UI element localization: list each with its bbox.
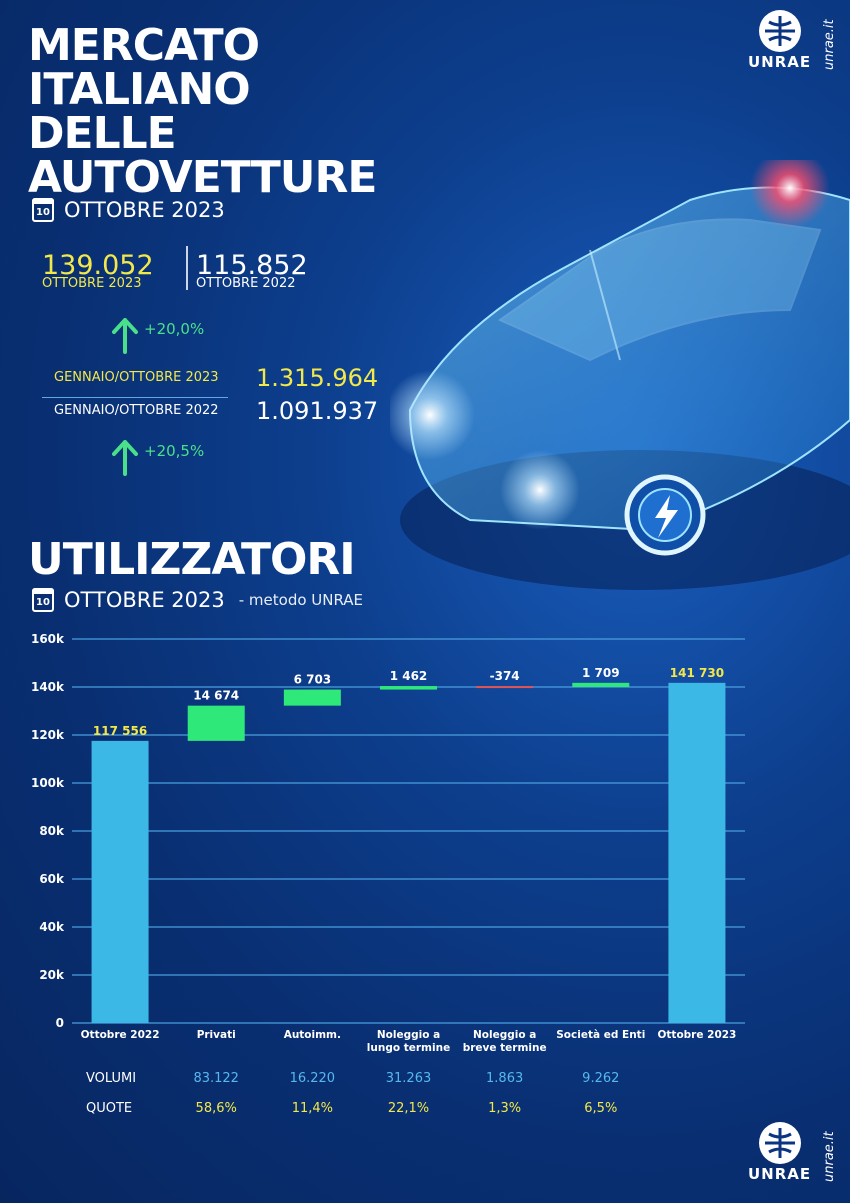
section-period-label: OTTOBRE 2023: [64, 588, 225, 612]
unrae-logo: UNRAE: [748, 10, 811, 71]
x-tick-label: Ottobre 2023: [657, 1029, 736, 1041]
section-period-row: 10 OTTOBRE 2023 - metodo UNRAE: [32, 588, 363, 612]
arrow-up-icon: [112, 318, 138, 354]
share-cell: 22,1%: [387, 1101, 430, 1116]
monthly-change: +20,0%: [144, 320, 205, 338]
unrae-logo: UNRAE: [748, 1122, 811, 1183]
waterfall-chart: 0 20k 40k 60k 80k 100k 120k 140k 160k 117 556 Otto…: [31, 632, 745, 1054]
total-bar: [91, 740, 149, 1023]
title-line: AUTOVETTURE: [28, 152, 377, 203]
title-line: DELLE: [28, 108, 177, 159]
ytd-previous-value: 1.091.937: [256, 397, 379, 425]
divider: [186, 246, 188, 290]
x-tick-label: Ottobre 2022: [81, 1029, 160, 1041]
previous-month-label: OTTOBRE 2022: [196, 276, 296, 291]
y-tick-label: 40k: [39, 920, 65, 934]
y-tick-label: 20k: [39, 968, 65, 982]
logo-text: UNRAE: [748, 53, 812, 71]
arrow-up-icon: [112, 440, 138, 476]
globe-icon: [758, 10, 801, 52]
x-tick-label: Autoimm.: [284, 1029, 341, 1041]
x-tick-label: Società ed Enti: [556, 1029, 645, 1041]
y-tick-label: 80k: [39, 824, 65, 838]
data-label: -374: [490, 669, 520, 683]
data-label: 1 462: [390, 669, 428, 683]
current-month-label: OTTOBRE 2023: [42, 276, 142, 291]
x-tick-label: breve termine: [463, 1042, 547, 1054]
ytd-previous-label: GENNAIO/OTTOBRE 2022: [54, 403, 219, 418]
logo-text: UNRAE: [748, 1165, 812, 1183]
page-title: MERCATO ITALIANO DELLE AUTOVETTURE: [28, 24, 458, 200]
y-tick-label: 100k: [31, 776, 65, 790]
y-tick-label: 160k: [31, 632, 65, 646]
share-cell: 6,5%: [584, 1101, 618, 1116]
share-cell: 58,6%: [195, 1101, 237, 1116]
delta-bar: [572, 682, 630, 687]
y-tick-label: 0: [56, 1016, 64, 1030]
title-line: MERCATO: [28, 20, 260, 71]
site-url: unrae.it: [822, 1131, 837, 1182]
globe-icon: [758, 1122, 801, 1164]
volume-cell: 83.122: [193, 1071, 239, 1086]
site-url: unrae.it: [822, 19, 837, 70]
delta-bar: [476, 686, 534, 689]
ytd-change: +20,5%: [144, 442, 205, 460]
title-line: ITALIANO: [28, 64, 251, 115]
method-note: - metodo UNRAE: [238, 591, 364, 609]
ytd-current-label: GENNAIO/OTTOBRE 2023: [54, 370, 219, 385]
current-month-value: 139.052: [42, 250, 154, 281]
period-row: 10 OTTOBRE 2023: [32, 198, 225, 222]
y-tick-label: 60k: [39, 872, 65, 886]
data-label: 14 674: [193, 689, 239, 703]
calendar-icon: 10: [32, 588, 54, 612]
data-label: 6 703: [294, 673, 332, 687]
x-tick-label: Noleggio a: [377, 1029, 440, 1041]
previous-month-value: 115.852: [196, 250, 308, 281]
data-label: 1 709: [582, 666, 620, 680]
shares-label: QUOTE: [86, 1101, 133, 1116]
ytd-current-value: 1.315.964: [256, 364, 379, 392]
share-cell: 11,4%: [291, 1101, 333, 1116]
volume-cell: 31.263: [385, 1071, 432, 1086]
period-label: OTTOBRE 2023: [64, 198, 225, 222]
volume-cell: 16.220: [289, 1071, 336, 1086]
delta-bar: [380, 686, 437, 690]
divider: [42, 397, 228, 398]
data-label: 117 556: [93, 724, 147, 738]
calendar-icon: 10: [32, 198, 54, 222]
x-tick-label: Privati: [197, 1029, 236, 1041]
y-tick-label: 120k: [31, 728, 65, 742]
section-title: UTILIZZATORI: [28, 534, 356, 585]
volume-cell: 1.863: [486, 1071, 524, 1086]
y-tick-label: 140k: [31, 680, 65, 694]
delta-bar: [283, 689, 341, 706]
delta-bar: [187, 705, 245, 741]
car-illustration: [390, 160, 850, 590]
x-tick-label: Noleggio a: [473, 1029, 536, 1041]
total-bar: [668, 682, 726, 1023]
volumes-label: VOLUMI: [86, 1071, 137, 1086]
x-tick-label: lungo termine: [367, 1042, 450, 1054]
volume-cell: 9.262: [582, 1071, 620, 1086]
share-cell: 1,3%: [488, 1101, 522, 1116]
data-label: 141 730: [670, 666, 724, 680]
